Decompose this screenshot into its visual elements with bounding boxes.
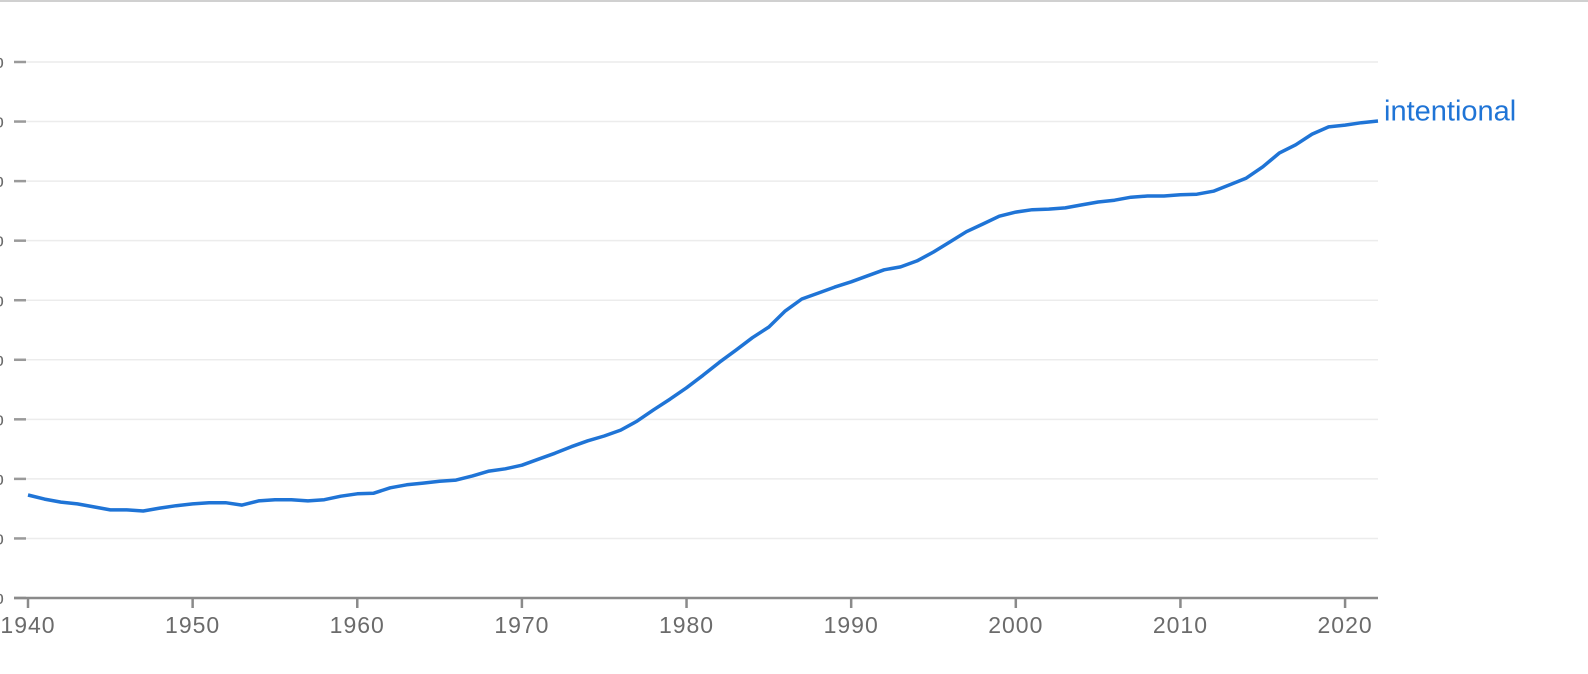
y-tick-label: % xyxy=(0,404,5,430)
x-tick-label: 1980 xyxy=(659,612,714,638)
x-tick-label: 1960 xyxy=(330,612,385,638)
y-tick-label: % xyxy=(0,226,5,252)
y-tick-label: % xyxy=(0,464,5,490)
y-tick-label: % xyxy=(0,345,5,371)
x-tick-label: 2020 xyxy=(1317,612,1372,638)
series-label: intentional xyxy=(1384,96,1516,128)
y-tick-label: % xyxy=(0,47,5,73)
x-tick-label: 2010 xyxy=(1153,612,1208,638)
series-line xyxy=(27,119,1379,513)
x-tick-label: 1950 xyxy=(165,612,220,638)
y-tick-label: % xyxy=(0,166,5,192)
y-tick-label: % xyxy=(0,583,5,609)
x-tick-label: 1970 xyxy=(494,612,549,638)
x-tick-label: 2000 xyxy=(988,612,1043,638)
x-tick-label: 1940 xyxy=(0,612,55,638)
y-tick-label: % xyxy=(0,107,5,133)
y-tick-label: % xyxy=(0,285,5,311)
x-tick-label: 1990 xyxy=(824,612,879,638)
y-tick-label: % xyxy=(0,524,5,550)
